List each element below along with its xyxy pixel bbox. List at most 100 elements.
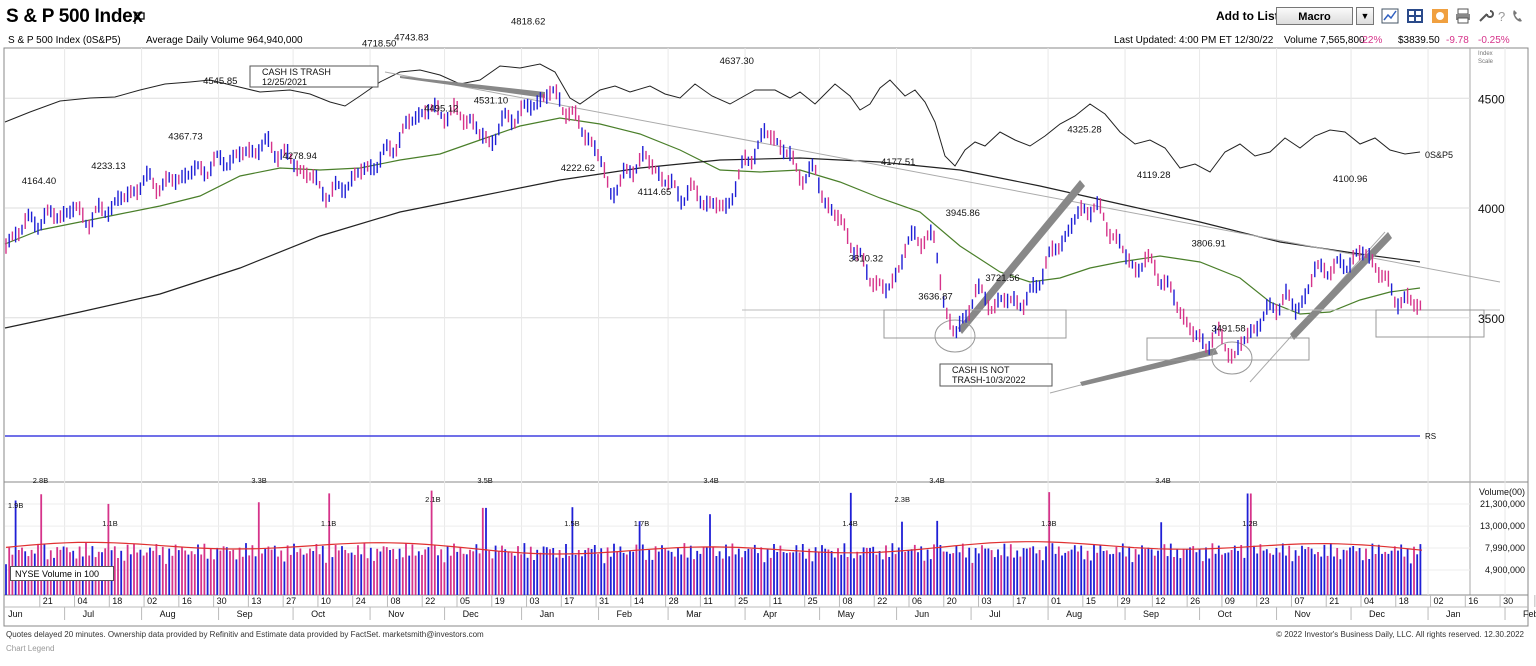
volume-peak-label: 1.2B xyxy=(1242,519,1257,528)
x-day-label: 13 xyxy=(251,596,261,606)
price-change: -9.78 xyxy=(1446,35,1469,46)
index-scale-label: Index xyxy=(1478,51,1493,57)
x-day-label: 28 xyxy=(669,596,679,606)
x-month-label: Dec xyxy=(1369,609,1386,619)
volume-axis-label: Volume(00) xyxy=(1479,487,1525,497)
y-tick-label: 4500 xyxy=(1478,92,1505,106)
volume-peak-label: 1.7B xyxy=(634,519,649,528)
x-day-label: 02 xyxy=(147,596,157,606)
x-month-label: Jul xyxy=(989,609,1001,619)
x-month-label: Jan xyxy=(1446,609,1461,619)
x-day-label: 07 xyxy=(1294,596,1304,606)
price-annotation: 4367.73 xyxy=(168,131,202,142)
header: S & P 500 Index Add to List: Macro ▼ ? xyxy=(0,0,1536,34)
x-month-label: Feb xyxy=(617,609,633,619)
phone-icon[interactable] xyxy=(1510,7,1526,25)
volume-peak-label: 3.3B xyxy=(251,476,266,485)
chevron-down-icon[interactable]: ▼ xyxy=(1356,7,1374,25)
info-bar: S & P 500 Index (0S&P5) Average Daily Vo… xyxy=(4,35,1528,47)
x-day-label: 18 xyxy=(112,596,122,606)
price-annotation: 4177.51 xyxy=(881,157,915,168)
x-day-label: 24 xyxy=(356,596,366,606)
volume-value: Volume 7,565,800 xyxy=(1284,35,1365,46)
volume-change: -22% xyxy=(1359,35,1383,46)
x-day-label: 21 xyxy=(43,596,53,606)
add-to-list-label: Add to List: xyxy=(1216,9,1283,23)
x-month-label: Sep xyxy=(237,609,253,619)
x-month-label: Jun xyxy=(915,609,930,619)
price-annotation: 4222.62 xyxy=(561,163,595,174)
x-month-label: Feb xyxy=(1523,609,1536,619)
volume-peak-label: 2.1B xyxy=(425,495,440,504)
x-day-label: 15 xyxy=(1086,596,1096,606)
volume-average-line xyxy=(5,541,1423,555)
price-annotation: 4114.65 xyxy=(638,187,672,198)
x-day-label: 10 xyxy=(321,596,331,606)
price-value: $3839.50 xyxy=(1398,35,1440,46)
footer-disclaimer: Quotes delayed 20 minutes. Ownership dat… xyxy=(6,630,484,639)
x-day-label: 03 xyxy=(982,596,992,606)
grid-icon[interactable] xyxy=(1406,7,1424,25)
trend-wedge xyxy=(1080,348,1218,386)
x-day-label: 20 xyxy=(947,596,957,606)
x-day-label: 11 xyxy=(773,596,782,606)
x-day-label: 30 xyxy=(217,596,227,606)
x-day-label: 22 xyxy=(425,596,435,606)
price-annotation: 3945.86 xyxy=(946,208,980,219)
x-day-label: 14 xyxy=(634,596,644,606)
index-scale-label-2: Scale xyxy=(1478,59,1494,65)
price-annotation: 4545.85 xyxy=(203,76,237,87)
page-title: S & P 500 Index xyxy=(6,6,143,27)
symbol-label: S & P 500 Index (0S&P5) xyxy=(8,35,121,46)
volume-peak-label: 2.8B xyxy=(33,476,48,485)
alert-icon[interactable] xyxy=(1431,7,1449,25)
volume-peak-label: 3.5B xyxy=(477,476,492,485)
x-day-label: 22 xyxy=(877,596,887,606)
x-day-label: 17 xyxy=(1016,596,1026,606)
volume-tick-label: 7,990,000 xyxy=(1485,543,1525,553)
trend-wedge xyxy=(400,76,545,98)
moving-average-50 xyxy=(4,117,1421,315)
note-box xyxy=(249,65,379,88)
volume-peak-label: 2.3B xyxy=(895,495,910,504)
price-annotation: 4325.28 xyxy=(1067,125,1101,136)
price-annotation: 4119.28 xyxy=(1137,170,1171,181)
x-month-label: Nov xyxy=(388,609,405,619)
relative-strength-line xyxy=(4,63,1421,173)
low-circle xyxy=(1211,341,1253,375)
volume-peak-label: 3.4B xyxy=(703,476,718,485)
price-annotation: 3636.87 xyxy=(918,292,952,303)
x-day-label: 06 xyxy=(912,596,922,606)
volume-peak-label: 1.9B xyxy=(8,501,23,510)
base-box xyxy=(1375,309,1485,338)
x-day-label: 03 xyxy=(530,596,540,606)
x-month-label: Sep xyxy=(1143,609,1159,619)
note-text: 12/25/2021 xyxy=(262,77,307,87)
volume-tick-label: 4,900,000 xyxy=(1485,565,1525,575)
chart-icon[interactable] xyxy=(1381,7,1399,25)
rs-tag: RS xyxy=(1425,432,1436,441)
x-day-label: 09 xyxy=(1225,596,1235,606)
list-select[interactable]: Macro xyxy=(1276,7,1353,25)
wrench-icon[interactable] xyxy=(1476,7,1494,25)
note-text: TRASH-10/3/2022 xyxy=(952,375,1026,385)
note-text: CASH IS TRASH xyxy=(262,67,331,77)
help-icon[interactable]: ? xyxy=(1496,7,1508,25)
x-month-label: Jan xyxy=(540,609,555,619)
price-annotation: 3491.58 xyxy=(1211,324,1245,335)
print-icon[interactable] xyxy=(1454,7,1472,25)
volume-tick-label: 13,000,000 xyxy=(1480,521,1525,531)
chart-legend-link[interactable]: Chart Legend xyxy=(6,644,55,653)
x-day-label: 25 xyxy=(808,596,818,606)
rs-series-label: 0S&P5 xyxy=(1425,150,1453,160)
price-annotation: 4164.40 xyxy=(22,176,56,187)
price-annotation: 4531.10 xyxy=(474,95,508,106)
flag-icon[interactable] xyxy=(133,11,147,25)
x-month-label: Jul xyxy=(83,609,95,619)
x-day-label: 02 xyxy=(1434,596,1444,606)
x-day-label: 23 xyxy=(1260,596,1270,606)
price-annotation: 4718.50 xyxy=(362,38,396,49)
x-day-label: 16 xyxy=(182,596,192,606)
x-day-label: 01 xyxy=(1051,596,1061,606)
x-day-label: 30 xyxy=(1503,596,1513,606)
